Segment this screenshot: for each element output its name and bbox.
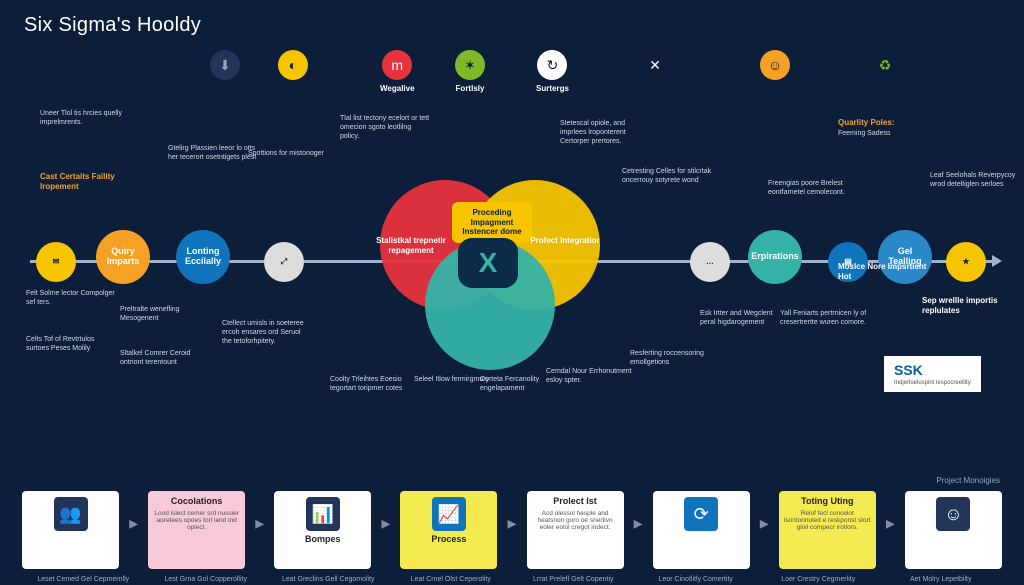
annotation-19: Yall Feniarts pertrnicen ly of cresertre…	[780, 310, 870, 328]
flow-caption-2: Leat Greclins Gell Cegomolity	[278, 576, 378, 583]
annotation-13: Cemdal Nour Errhonutment esloy spter.	[546, 368, 636, 386]
annotation-8: Ctellect umisls in soeteree ercoh ensare…	[222, 320, 312, 346]
annotation-23: Sep wrellle importis replulates	[922, 296, 1012, 318]
venn-center-icon: X	[458, 238, 518, 288]
annotation-0: Uneer Tlol tis hrcies quelly imprelmrent…	[40, 110, 130, 128]
annotation-15: Cetresting Celles for stilcrtak oncerrou…	[622, 168, 712, 186]
flow-caption-7: Aet Molry Lepetbilty	[891, 576, 991, 583]
flow-card-2: 📊Bompes	[274, 491, 371, 569]
flow-caption-6: Loer Crestry Cegmerlity	[768, 576, 868, 583]
annotation-3: Celts Tof of Revtrtulos surtoes Peses Mo…	[26, 336, 116, 354]
flow-caption-1: Lest Grna Gol Copperollity	[156, 576, 256, 583]
top-icon-0: ⬇	[210, 50, 240, 84]
flow-card-4: Prolect IstAcd olessol hesple and heatsn…	[527, 491, 624, 569]
timeline-node-1: Quiry Imparts	[96, 230, 150, 284]
annotation-1: Cast Certaits Faility Iropement	[40, 172, 130, 194]
flow-card-0: 👥	[22, 491, 119, 569]
flow-arrow-icon: ▸	[129, 513, 138, 534]
venn-label-2: Profect Integratior	[530, 236, 600, 246]
flow-caption-3: Leat Crnel Olst Ceperolity	[401, 576, 501, 583]
process-flow: 👥 ▸ CocolationsLood islect cemer srd nussi…	[22, 491, 1002, 569]
flow-arrow-icon: ▸	[634, 513, 643, 534]
venn-diagram: Stalistkal trepnetir repagementProceding…	[380, 170, 600, 350]
flow-caption-0: Leset Cemed Gel Cepmernlly	[33, 576, 133, 583]
footer-text: Project Monoigies	[936, 476, 1000, 485]
flow-card-3: 📈Process	[400, 491, 497, 569]
timeline-node-0: ✉	[36, 242, 76, 282]
flow-arrow-icon: ▸	[507, 513, 516, 534]
flow-card-5: ⟳	[653, 491, 750, 569]
flow-arrow-icon: ▸	[886, 513, 895, 534]
page-title: Six Sigma's Hooldy	[24, 14, 201, 37]
top-icon-2: mWegalive	[380, 50, 415, 93]
timeline-node-2: Lonting Eccilally	[176, 230, 230, 284]
top-icon-1: ◐	[278, 50, 308, 84]
venn-label-0: Stalistkal trepnetir repagement	[376, 236, 446, 255]
top-icon-7: ♻	[870, 50, 900, 84]
top-icon-6: ☺	[760, 50, 790, 84]
top-icon-5: ✕	[640, 50, 670, 84]
timeline-node-8: ★	[946, 242, 986, 282]
flow-card-7: ☺	[905, 491, 1002, 569]
annotation-11: Seleel Itlow fermirgmury	[414, 376, 489, 385]
annotation-7: Spottions for mistonoger	[248, 150, 324, 159]
top-icon-4: ↻Surtergs	[536, 50, 569, 93]
annotation-20: Quarlity Poles:Feeming Sadess	[838, 118, 894, 139]
annotation-6: Gtelirg Plassien leeor lo otts her tecer…	[168, 145, 258, 163]
annotation-14: Stetescal opiole, and imprlees lroponter…	[560, 120, 650, 146]
annotation-9: Tlal list tectony ecelort or tett omecio…	[340, 115, 430, 141]
venn-label-1: Proceding Impagment Instencer dome	[452, 202, 532, 243]
annotation-21: Moslce Nore Impsrtient Hot	[838, 262, 928, 284]
timeline-node-5: Erpirations	[748, 230, 802, 284]
top-icon-row: ⬇ ◐ mWegalive ✶Fortlsly ↻Surtergs ✕ ☺ ♻	[0, 50, 1024, 120]
annotation-16: Resferting roccensoring emollgetions	[630, 350, 720, 368]
top-icon-3: ✶Fortlsly	[455, 50, 485, 93]
annotation-22: Leaf Seelohals Reverpycoy wrod deteltigl…	[930, 172, 1020, 190]
annotation-10: Coolty Trleihtes Eoesio tegortart toripm…	[330, 376, 420, 394]
flow-caption-5: Leor Cinotlitly Comertity	[646, 576, 746, 583]
flow-arrow-icon: ▸	[760, 513, 769, 534]
annotation-18: Freengias poore Brelest eontfarnetel cem…	[768, 180, 858, 198]
annotation-17: Esk Irtter and Wegclent peral higdarogem…	[700, 310, 790, 328]
flow-arrow-icon: ▸	[255, 513, 264, 534]
flow-card-1: CocolationsLood islect cemer srd nussier…	[148, 491, 245, 569]
ssk-badge: SSKIndjerloeluspint lespocreellity	[884, 356, 981, 392]
flow-arrow-icon: ▸	[381, 513, 390, 534]
timeline-node-3: ⤢	[264, 242, 304, 282]
annotation-2: Felt Solme lector Compolger sef ters.	[26, 290, 116, 308]
flow-caption-4: Lrrat Prelefl Gelt Copentiy	[523, 576, 623, 583]
annotation-4: Preltralte wenefling Mesogenent	[120, 306, 210, 324]
annotation-5: Sltalkel Comrer Ceroid ontriont terentou…	[120, 350, 210, 368]
flow-card-6: Toting UtingRelof fecl concelot lsontonn…	[779, 491, 876, 569]
timeline-node-4: …	[690, 242, 730, 282]
